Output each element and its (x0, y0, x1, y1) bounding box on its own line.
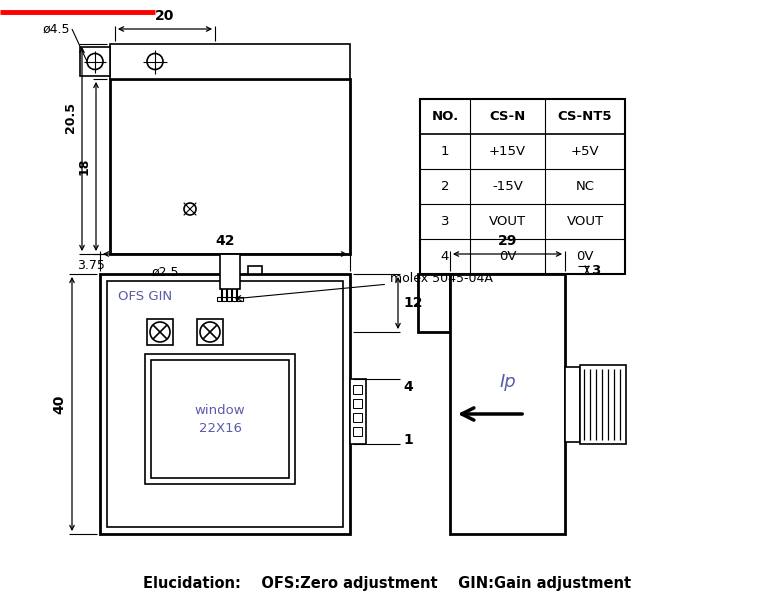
Text: ø2.5: ø2.5 (151, 266, 179, 279)
Bar (147, 319, 173, 345)
Bar (353, 385, 362, 394)
Text: ø4.5: ø4.5 (43, 23, 70, 35)
Bar (110, 44, 350, 79)
Text: 1: 1 (441, 145, 450, 158)
Text: 1: 1 (403, 433, 413, 447)
Text: OFS GIN: OFS GIN (118, 289, 172, 303)
Text: 4: 4 (403, 380, 413, 394)
Bar (353, 427, 362, 436)
Bar (107, 281, 343, 527)
Bar (145, 354, 295, 484)
Text: 3: 3 (441, 215, 450, 228)
Bar (420, 99, 625, 274)
Bar (217, 297, 243, 301)
Text: 18: 18 (78, 158, 91, 175)
Text: -15V: -15V (492, 180, 523, 193)
Text: 29: 29 (498, 234, 517, 248)
Text: CS-N: CS-N (489, 110, 525, 123)
Text: +15V: +15V (489, 145, 526, 158)
Text: 40: 40 (52, 394, 66, 414)
Bar (580, 365, 626, 444)
Text: 0V: 0V (499, 250, 516, 263)
Bar (248, 266, 262, 274)
Text: window: window (195, 404, 246, 418)
Bar (450, 274, 565, 534)
Bar (565, 367, 580, 442)
Text: 3.75: 3.75 (78, 259, 105, 272)
Text: VOUT: VOUT (567, 215, 604, 228)
Text: 2: 2 (441, 180, 450, 193)
Text: NC: NC (576, 180, 594, 193)
Bar (353, 413, 362, 422)
Text: 4: 4 (441, 250, 450, 263)
Bar (353, 399, 362, 408)
Text: 42: 42 (215, 234, 235, 248)
Text: 0V: 0V (577, 250, 594, 263)
Text: +5V: +5V (570, 145, 599, 158)
Text: VOUT: VOUT (489, 215, 526, 228)
Bar (100, 274, 350, 534)
Bar (350, 379, 366, 444)
Text: NO.: NO. (432, 110, 459, 123)
Bar (550, 266, 562, 274)
Text: molex 5045-04A: molex 5045-04A (236, 272, 493, 301)
Text: Elucidation:    OFS:Zero adjustment    GIN:Gain adjustment: Elucidation: OFS:Zero adjustment GIN:Gai… (143, 576, 631, 591)
Bar (418, 274, 450, 332)
Text: 3: 3 (591, 264, 601, 276)
Bar (110, 79, 350, 254)
Text: 22X16: 22X16 (198, 423, 242, 435)
Text: 20: 20 (155, 9, 174, 23)
Text: CS-NT5: CS-NT5 (558, 110, 612, 123)
Bar (220, 254, 240, 289)
Bar (197, 319, 223, 345)
Bar (151, 360, 289, 478)
Text: 12: 12 (403, 296, 422, 310)
Text: Ip: Ip (499, 373, 516, 391)
Text: 20.5: 20.5 (64, 102, 77, 133)
Bar (80, 47, 110, 76)
